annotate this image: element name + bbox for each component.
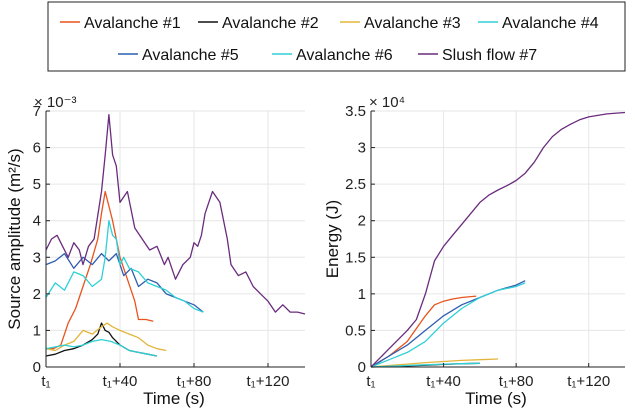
y-tick-label: 5: [33, 176, 41, 193]
y-tick-label: 0.5: [345, 322, 366, 339]
y-tick-label: 1.5: [345, 249, 366, 266]
y-tick-label: 2: [358, 213, 366, 230]
legend-entry: Avalanche #3: [364, 15, 461, 32]
x-tick-label: t₁+120: [567, 373, 610, 390]
y-tick-label: 0: [33, 359, 41, 376]
y-tick-label: 2.5: [345, 176, 366, 193]
y-tick-label: 1: [358, 286, 366, 303]
y-tick-label: 6: [33, 140, 41, 157]
y-tick-label: 2: [33, 286, 41, 303]
y-tick-label: 3.5: [345, 103, 366, 120]
legend-entry: Avalanche #2: [222, 15, 319, 32]
x-tick-label: t₁: [41, 373, 50, 390]
legend-entry: Avalanche #5: [142, 47, 239, 64]
y-tick-label: 4: [33, 213, 41, 230]
y-tick-label: 3: [33, 249, 41, 266]
series-line: [370, 282, 526, 368]
x-tick-label: t₁+80: [499, 373, 534, 390]
right-y-exponent: × 10⁴: [369, 94, 405, 111]
series-line: [45, 338, 158, 357]
series-line: [45, 252, 204, 313]
source-amplitude-chart: 0 1 2 3 4 5 6 7 t₁ t₁+40 t₁+80 t₁+120 × 10⁻³ Time (…: [5, 94, 306, 408]
y-tick-label: 0: [358, 359, 366, 376]
series-line: [370, 358, 499, 368]
legend-frame: [47, 1, 626, 72]
series-line: [370, 362, 480, 368]
x-tick-label: t₁+40: [426, 373, 461, 390]
legend-entry: Avalanche #1: [84, 15, 181, 32]
x-tick-label: t₁+40: [103, 373, 138, 390]
series-line: [45, 220, 204, 313]
y-tick-label: 3: [358, 140, 366, 157]
legend: Avalanche #1 Avalanche #2 Avalanche #3 Aval…: [47, 1, 626, 72]
energy-chart: 0 0.5 1 1.5 2 2.5 3 3.5 t₁ t₁+40 t₁+80 t₁+120 × 10⁴…: [323, 94, 626, 408]
legend-entry: Slush flow #7: [442, 47, 537, 64]
series-line: [370, 280, 526, 368]
x-tick-label: t₁: [366, 373, 375, 390]
legend-entry: Avalanche #6: [296, 47, 393, 64]
legend-entry: Avalanche #4: [502, 15, 599, 32]
series-line: [45, 322, 167, 352]
right-y-axis-label: Energy (J): [323, 200, 342, 278]
x-tick-label: t₁+80: [177, 373, 212, 390]
series-line: [46, 190, 154, 350]
left-y-exponent: × 10⁻³: [34, 94, 77, 111]
x-tick-label: t₁+120: [246, 373, 289, 390]
left-x-axis-label: Time (s): [143, 389, 205, 408]
right-x-axis-label: Time (s): [465, 389, 527, 408]
series-line: [370, 295, 477, 368]
series-line: [45, 114, 306, 315]
y-tick-label: 7: [33, 103, 41, 120]
left-y-axis-label: Source amplitude (m²/s): [5, 148, 24, 329]
series-line: [370, 111, 626, 368]
y-tick-label: 1: [33, 322, 41, 339]
